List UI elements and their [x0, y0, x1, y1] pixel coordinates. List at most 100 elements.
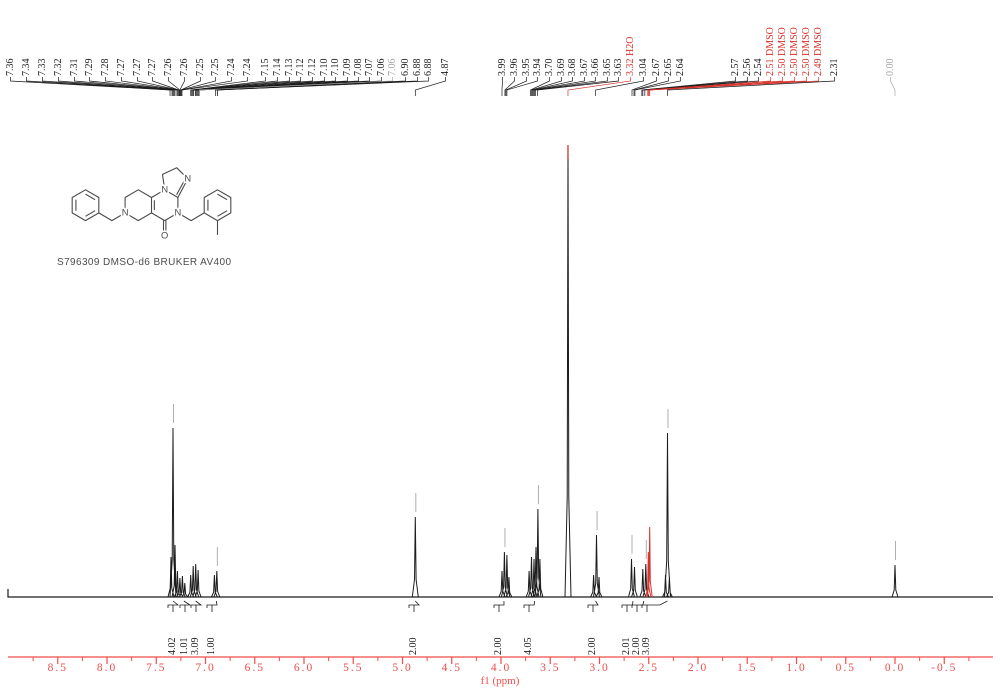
peak-leader-line [152, 77, 180, 96]
integral-bracket [206, 600, 218, 612]
integral-value: 2.00 [493, 637, 504, 656]
peak-leader-line [537, 77, 619, 96]
bond [98, 212, 126, 222]
peak-leader-line [179, 77, 185, 96]
solvent-peak-red [645, 526, 653, 598]
bond [71, 189, 100, 222]
peak-label: 7.25 [195, 58, 206, 77]
axis-tick-label: 4.5 [441, 662, 462, 674]
integral-bracket [523, 600, 535, 612]
peak-leader-line [532, 77, 573, 96]
peak-label: 0.00 [885, 58, 896, 77]
peak-label: 2.57 [730, 58, 741, 77]
peak-leader-line [505, 77, 527, 96]
peak-leader-line [181, 77, 248, 96]
integral-bracket [631, 600, 645, 612]
peak-label: 3.63 [613, 58, 624, 77]
peak-label: 7.06 [387, 58, 398, 77]
peak-leader-line [105, 77, 179, 96]
peak-label: 2.51 DMSO [765, 27, 776, 76]
integral-value: 1.00 [206, 637, 217, 656]
peak-label: 7.10 [330, 58, 341, 77]
peak-leader-line [74, 77, 176, 96]
peak-leader-line [193, 77, 313, 96]
axis-tick-label: 5.0 [392, 662, 413, 674]
peak-label: 3.96 [509, 58, 520, 77]
peak-label: 3.99 [497, 58, 508, 77]
bond [85, 210, 96, 217]
peak-leader-line [216, 77, 429, 96]
peak-label: 7.33 [37, 58, 48, 77]
peak-leader-line [501, 77, 503, 96]
peak-leader-line [531, 77, 562, 96]
axis-tick-label: 5.5 [343, 662, 364, 674]
peak-leader-line [192, 77, 290, 96]
peak-label: 7.27 [132, 58, 143, 77]
axis-tick-label: 1.0 [786, 662, 807, 674]
bond [161, 167, 189, 198]
peak-leader-line [642, 77, 748, 96]
peak-leader-line [634, 77, 681, 96]
bond [217, 210, 228, 217]
peak-label: 6.90 [400, 58, 411, 77]
axis-tick-label: -0.5 [931, 662, 958, 674]
molecular-structure: N N N N O [71, 167, 232, 242]
atom-label: N [161, 184, 168, 194]
bond [124, 189, 153, 222]
peak-label: 7.14 [272, 58, 283, 77]
peak-label: 7.12 [307, 58, 318, 77]
integral-value: 2.00 [587, 637, 598, 656]
integral-bracket [179, 600, 192, 612]
peak-label: 7.12 [295, 58, 306, 77]
bond [151, 189, 179, 222]
axis-tick-label: 3.5 [540, 662, 561, 674]
integral-bracket [493, 600, 505, 612]
atom-label: N [122, 207, 129, 217]
atom-label: O [161, 230, 168, 240]
integral-value: 3.09 [190, 637, 201, 656]
peak-leader-line [10, 77, 171, 96]
axis-tick-label: 1.5 [737, 662, 758, 674]
peak-label: 7.34 [21, 58, 32, 77]
axis-tick-label: 4.0 [490, 662, 512, 674]
peak-label: 7.27 [147, 58, 158, 77]
peak-label: 3.94 [532, 58, 543, 77]
integral-bracket [587, 600, 599, 612]
peak-leader-line [641, 77, 736, 96]
peak-leader-line [890, 77, 896, 96]
peak-leader-line [647, 77, 771, 96]
peak-leader-line [191, 77, 278, 96]
integral-bracket [641, 600, 668, 612]
axis-tick-label: 8.0 [96, 662, 118, 674]
peak-label: 2.65 [663, 58, 674, 77]
integral-bracket [190, 600, 203, 612]
peak-label: 7.24 [242, 58, 253, 77]
peak-label: 7.24 [226, 58, 237, 77]
axis-tick-label: 0.5 [835, 662, 856, 674]
integral-bracket [621, 600, 634, 612]
peak-leader-line [199, 77, 393, 96]
peak-label: 7.36 [5, 58, 16, 77]
atom-label: N [184, 173, 191, 183]
axis-tick-label: 7.5 [146, 662, 167, 674]
bond [176, 179, 186, 196]
peak-leader-line [89, 77, 178, 96]
peak-label: 7.26 [163, 58, 174, 77]
peak-label: 7.32 [53, 58, 64, 77]
axis-tick-label: 6.5 [244, 662, 265, 674]
integral-value: 3.09 [641, 637, 652, 656]
peak-leader-line [26, 77, 173, 96]
sample-info: S796309 DMSO-d6 BRUKER AV400 [57, 257, 232, 268]
peak-leader-line [667, 77, 835, 96]
peak-label: 2.50 DMSO [777, 27, 788, 76]
axis-tick-label: 2.5 [638, 662, 659, 674]
peak-label: 7.25 [210, 58, 221, 77]
peak-leader-line [649, 77, 819, 96]
axis-tick-label: 0.0 [884, 662, 906, 674]
axis-tick-label: 8.5 [47, 662, 68, 674]
peak-label: 3.66 [590, 58, 601, 77]
peak-leader-line [644, 77, 759, 96]
peak-label: 7.26 [179, 58, 190, 77]
bond [85, 193, 96, 201]
peak-leader-line [567, 77, 631, 96]
